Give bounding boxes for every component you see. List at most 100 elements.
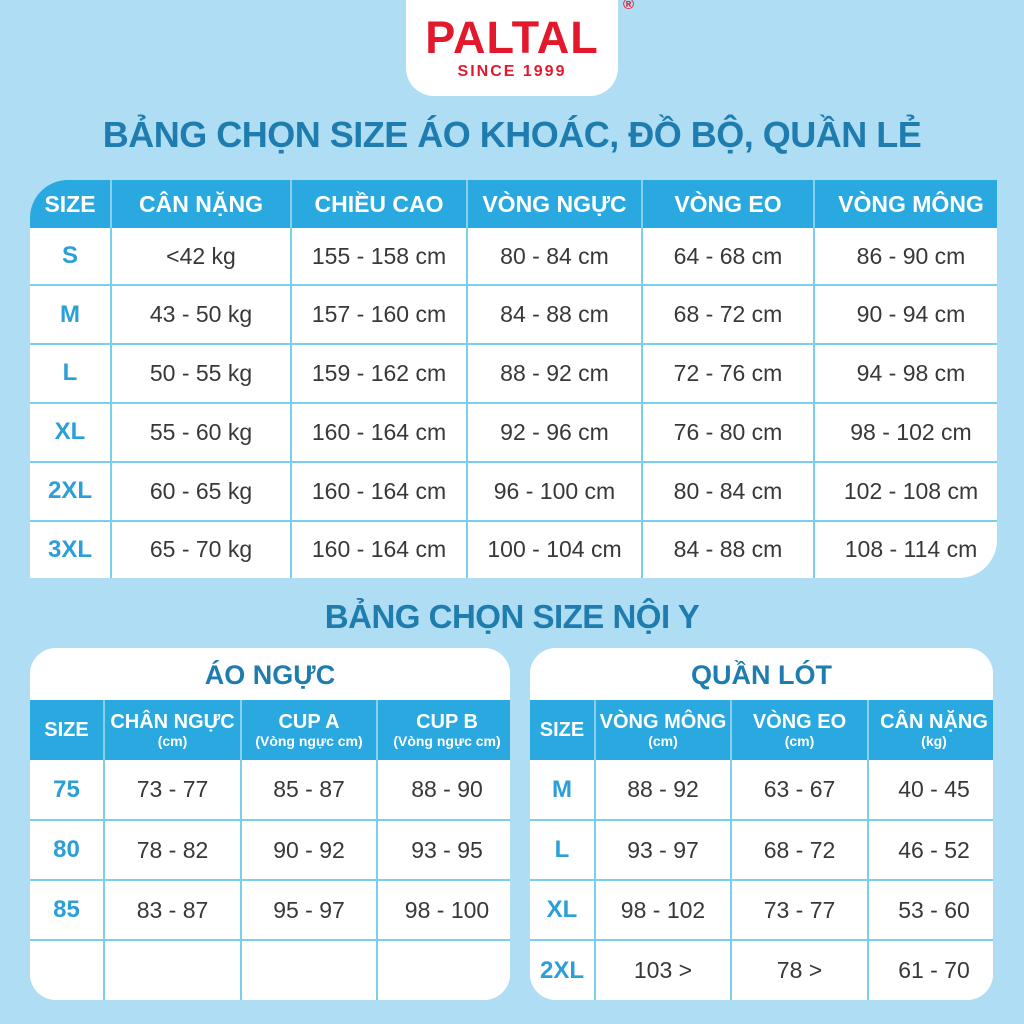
size-cell: 85 (30, 879, 104, 940)
panty-table-title: QUẦN LÓT (530, 648, 993, 700)
value-cell: 65 - 70 kg (110, 519, 291, 578)
value-cell (103, 939, 241, 1000)
table-row: XL 98 - 102 73 - 77 53 - 60 (530, 879, 993, 940)
value-cell: 50 - 55 kg (110, 343, 291, 403)
column-header: SIZE (530, 700, 595, 760)
size-cell: 80 (30, 819, 104, 880)
value-cell: 88 - 92 (594, 760, 731, 820)
outerwear-size-table: SIZE CÂN NẶNG CHIỀU CAO VÒNG NGỰC VÒNG EO VÒN… (30, 180, 997, 578)
panty-size-table-container: QUẦN LÓT SIZE VÒNG MÔNG (cm) VÒNG EO (cm) CÂN… (530, 648, 993, 1000)
outerwear-size-table-container: SIZE CÂN NẶNG CHIỀU CAO VÒNG NGỰC VÒNG EO VÒN… (30, 180, 997, 578)
header-row: SIZE VÒNG MÔNG (cm) VÒNG EO (cm) CÂN NẶNG (kg) (530, 700, 993, 760)
value-cell: <42 kg (110, 228, 291, 286)
outerwear-section-title: BẢNG CHỌN SIZE ÁO KHOÁC, ĐỒ BỘ, QUẦN LẺ (102, 114, 922, 155)
size-cell: XL (530, 879, 595, 940)
value-cell: 98 - 102 (594, 879, 731, 940)
value-cell: 85 - 87 (240, 760, 377, 820)
column-header-label: CÂN NẶNG (880, 710, 988, 733)
column-header: SIZE (30, 180, 111, 228)
value-cell: 155 - 158 cm (290, 228, 467, 286)
table-row: 2XL 60 - 65 kg 160 - 164 cm 96 - 100 cm 80 -… (30, 460, 997, 521)
column-header: CHÂN NGỰC (cm) (103, 700, 241, 760)
value-cell: 100 - 104 cm (466, 519, 642, 578)
size-cell: 3XL (30, 519, 111, 578)
column-header-unit: (cm) (157, 732, 188, 749)
value-cell: 90 - 92 (240, 819, 377, 880)
value-cell: 160 - 164 cm (290, 401, 467, 462)
column-header-label: CUP B (416, 710, 478, 733)
column-header: SIZE (30, 700, 104, 760)
column-header: VÒNG EO (cm) (730, 700, 868, 760)
value-cell: 40 - 45 (867, 760, 993, 820)
value-cell: 159 - 162 cm (290, 343, 467, 403)
value-cell: 60 - 65 kg (110, 460, 291, 521)
column-header: VÒNG NGỰC (466, 180, 642, 228)
value-cell: 78 > (730, 939, 868, 1000)
value-cell: 88 - 90 (376, 760, 510, 820)
column-header-label: SIZE (539, 719, 585, 741)
value-cell: 94 - 98 cm (813, 343, 997, 403)
size-cell: 2XL (30, 460, 111, 521)
table-row: XL 55 - 60 kg 160 - 164 cm 92 - 96 cm 76 - 8… (30, 401, 997, 462)
value-cell: 93 - 95 (376, 819, 510, 880)
column-header-label: CUP A (278, 710, 340, 733)
table-row: 75 73 - 77 85 - 87 88 - 90 (30, 760, 510, 820)
table-row: L 93 - 97 68 - 72 46 - 52 (530, 819, 993, 880)
column-header: CHIỀU CAO (290, 180, 467, 228)
value-cell: 80 - 84 cm (641, 460, 814, 521)
column-header-label: SIZE (44, 719, 89, 741)
table-row: M 43 - 50 kg 157 - 160 cm 84 - 88 cm 68 - 72… (30, 284, 997, 344)
size-cell: L (30, 343, 111, 403)
size-cell: S (30, 228, 111, 286)
table-row (30, 939, 510, 1000)
bra-size-table-container: ÁO NGỰC SIZE CHÂN NGỰC (cm) CUP A (Vòng ngực… (30, 648, 510, 1000)
header-row: SIZE CÂN NẶNG CHIỀU CAO VÒNG NGỰC VÒNG EO VÒN… (30, 180, 997, 228)
value-cell: 98 - 102 cm (813, 401, 997, 462)
value-cell (376, 939, 510, 1000)
value-cell: 55 - 60 kg (110, 401, 291, 462)
value-cell: 46 - 52 (867, 819, 993, 880)
value-cell: 61 - 70 (867, 939, 993, 1000)
value-cell: 160 - 164 cm (290, 460, 467, 521)
value-cell: 88 - 92 cm (466, 343, 642, 403)
registered-trademark-icon: ® (622, 0, 634, 13)
table-row: L 50 - 55 kg 159 - 162 cm 88 - 92 cm 72 - 76… (30, 343, 997, 403)
column-header: VÒNG EO (641, 180, 814, 228)
column-header-unit: (Vòng ngực cm) (255, 732, 363, 749)
brand-name: PALTAL (425, 12, 599, 63)
value-cell: 95 - 97 (240, 879, 377, 940)
header-row: SIZE CHÂN NGỰC (cm) CUP A (Vòng ngực cm) CUP … (30, 700, 510, 760)
value-cell: 64 - 68 cm (641, 228, 814, 286)
value-cell: 160 - 164 cm (290, 519, 467, 578)
value-cell: 92 - 96 cm (466, 401, 642, 462)
value-cell: 86 - 90 cm (813, 228, 997, 286)
value-cell: 103 > (594, 939, 731, 1000)
table-row: M 88 - 92 63 - 67 40 - 45 (530, 760, 993, 820)
value-cell: 102 - 108 cm (813, 460, 997, 521)
value-cell: 80 - 84 cm (466, 228, 642, 286)
column-header: VÒNG MÔNG (813, 180, 997, 228)
table-row: 2XL 103 >78 >61 - 70 (530, 939, 993, 1000)
size-cell: M (30, 284, 111, 344)
bra-size-table: SIZE CHÂN NGỰC (cm) CUP A (Vòng ngực cm) CUP … (30, 700, 510, 1000)
panty-size-table: SIZE VÒNG MÔNG (cm) VÒNG EO (cm) CÂN NẶNG (kg)… (530, 700, 993, 1000)
size-cell: L (530, 819, 595, 880)
value-cell: 93 - 97 (594, 819, 731, 880)
value-cell: 76 - 80 cm (641, 401, 814, 462)
value-cell: 73 - 77 (730, 879, 868, 940)
bra-table-title: ÁO NGỰC (30, 648, 510, 700)
column-header-label: VÒNG MÔNG (599, 710, 727, 733)
size-cell (30, 939, 104, 1000)
value-cell: 84 - 88 cm (466, 284, 642, 344)
value-cell: 53 - 60 (867, 879, 993, 940)
table-row: 3XL 65 - 70 kg 160 - 164 cm 100 - 104 cm 84 … (30, 519, 997, 578)
underwear-section-title: BẢNG CHỌN SIZE NỘI Y (324, 598, 700, 635)
column-header: CUP B (Vòng ngực cm) (376, 700, 510, 760)
value-cell: 98 - 100 (376, 879, 510, 940)
value-cell: 73 - 77 (103, 760, 241, 820)
column-header-unit: (cm) (648, 732, 678, 749)
size-cell: 2XL (530, 939, 595, 1000)
size-cell: 75 (30, 760, 104, 820)
value-cell: 84 - 88 cm (641, 519, 814, 578)
